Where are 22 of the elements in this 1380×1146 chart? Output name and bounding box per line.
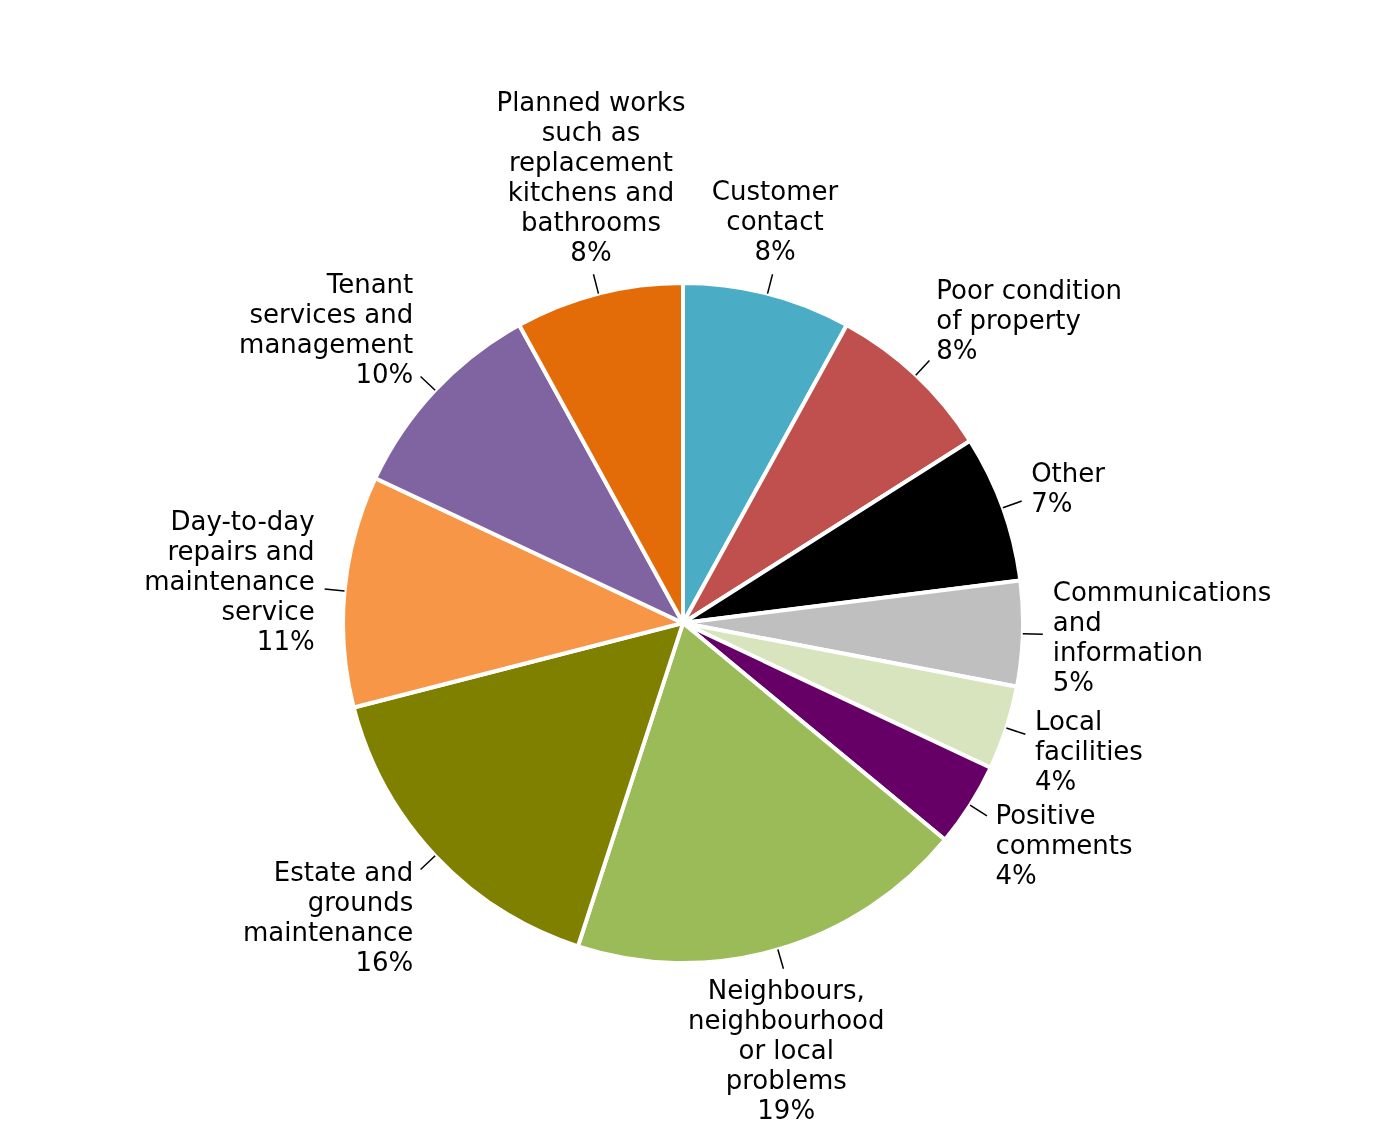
data-label: 8%	[570, 237, 612, 268]
data-label: 8%	[936, 335, 978, 366]
data-label: 4%	[1034, 766, 1077, 797]
slice-label: Estate and grounds maintenance	[242, 857, 414, 948]
slice-label: Planned works such as replacement kitchens and bathrooms	[496, 87, 686, 238]
slice-label: Tenant services and management	[239, 268, 414, 359]
slice-label: Neighbours, neighbourhood or local problems	[687, 975, 885, 1096]
slice-label: Day-to-day repairs and maintenance service	[144, 506, 315, 627]
slice-label: Other	[1031, 457, 1106, 488]
data-label: 4%	[995, 860, 1037, 891]
slice-label: Local facilities	[1034, 706, 1143, 767]
data-label: 10%	[355, 358, 414, 389]
data-label: 7%	[1031, 487, 1073, 518]
data-label: 19%	[757, 1095, 816, 1126]
data-label: 16%	[355, 947, 414, 978]
data-label: 5%	[1052, 666, 1095, 697]
slice-label: Positive comments	[995, 800, 1133, 861]
data-label: 8%	[754, 236, 796, 267]
slice-label: Communications and information	[1052, 576, 1272, 667]
data-label: 11%	[256, 626, 315, 657]
slice-label: Poor condition of property	[936, 275, 1123, 336]
slice-label: Customer contact	[711, 176, 839, 237]
